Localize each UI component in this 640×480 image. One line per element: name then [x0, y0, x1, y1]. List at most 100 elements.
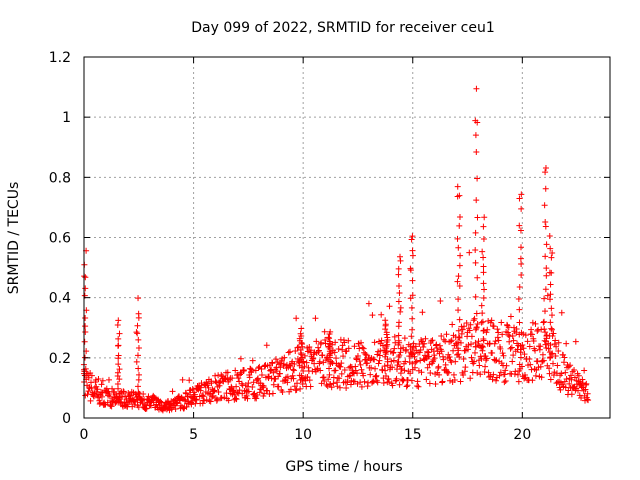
data-point: [403, 383, 410, 390]
data-point: [572, 338, 579, 345]
data-point: [391, 345, 398, 352]
data-point: [552, 337, 559, 344]
data-point: [285, 349, 292, 356]
data-point: [289, 372, 296, 379]
data-point: [376, 357, 383, 364]
data-point: [82, 329, 89, 336]
data-point: [244, 395, 251, 402]
data-point: [546, 332, 553, 339]
data-point: [397, 345, 404, 352]
data-point: [372, 365, 379, 372]
y-tick-label: 0.8: [49, 170, 71, 186]
data-point: [480, 223, 487, 230]
data-point: [95, 375, 102, 382]
data-point: [377, 347, 384, 354]
tick-labels: 0 5 10 15 20 0 0.2 0.4 0.6 0.8 1 1.2: [49, 50, 532, 443]
data-point: [332, 339, 339, 346]
data-point: [514, 371, 521, 378]
data-point: [297, 330, 304, 337]
data-point: [481, 368, 488, 375]
data-point: [554, 362, 561, 369]
data-point: [496, 372, 503, 379]
data-point: [578, 395, 585, 402]
data-point: [472, 117, 479, 124]
data-point: [412, 359, 419, 366]
data-point: [232, 395, 239, 402]
data-point: [135, 344, 142, 351]
data-point: [475, 357, 482, 364]
data-point: [409, 360, 416, 367]
data-point: [522, 332, 529, 339]
data-point: [178, 394, 185, 401]
data-point: [116, 376, 123, 383]
data-point: [547, 291, 554, 298]
data-point: [541, 318, 548, 325]
data-point: [245, 388, 252, 395]
data-point: [455, 334, 462, 341]
data-point: [472, 229, 479, 236]
data-point: [516, 306, 523, 313]
data-point: [584, 390, 591, 397]
data-point: [378, 311, 385, 318]
data-point: [325, 334, 332, 341]
data-point: [395, 358, 402, 365]
data-point: [270, 369, 277, 376]
data-point: [480, 294, 487, 301]
data-point: [456, 353, 463, 360]
data-point: [455, 296, 462, 303]
y-tick-label: 1: [62, 110, 71, 126]
data-point: [352, 367, 359, 374]
data-point: [542, 223, 549, 230]
data-point: [382, 321, 389, 328]
data-point: [549, 326, 556, 333]
data-point: [409, 326, 416, 333]
data-point: [565, 363, 572, 370]
x-axis-label: GPS time / hours: [285, 459, 402, 475]
data-point: [547, 341, 554, 348]
data-point: [82, 323, 89, 330]
data-point: [550, 330, 557, 337]
data-point: [293, 315, 300, 322]
data-point: [424, 348, 431, 355]
data-point: [510, 352, 517, 359]
data-point: [279, 389, 286, 396]
data-point: [402, 358, 409, 365]
data-point: [325, 376, 332, 383]
data-point: [379, 342, 386, 349]
data-point: [544, 292, 551, 299]
data-point: [499, 331, 506, 338]
data-point: [414, 378, 421, 385]
data-point: [494, 326, 501, 333]
data-point: [115, 317, 122, 324]
data-point: [235, 375, 242, 382]
data-point: [426, 380, 433, 387]
data-point: [245, 380, 252, 387]
data-point: [104, 399, 111, 406]
data-point: [255, 375, 262, 382]
data-point: [92, 376, 99, 383]
data-point: [516, 195, 523, 202]
data-point: [404, 377, 411, 384]
data-point: [386, 378, 393, 385]
data-point: [403, 346, 410, 353]
data-point: [179, 376, 186, 383]
data-point: [281, 354, 288, 361]
data-point: [233, 396, 240, 403]
data-point: [358, 366, 365, 373]
data-point: [472, 247, 479, 254]
data-point: [583, 380, 590, 387]
data-point: [503, 362, 510, 369]
data-point: [471, 358, 478, 365]
data-point: [539, 351, 546, 358]
data-point: [232, 367, 239, 374]
data-point: [537, 343, 544, 350]
data-point: [548, 254, 555, 261]
data-point: [301, 363, 308, 370]
data-point: [409, 233, 416, 240]
data-point: [440, 356, 447, 363]
data-point: [548, 269, 555, 276]
data-point: [98, 381, 105, 388]
data-point: [480, 254, 487, 261]
data-point: [361, 378, 368, 385]
data-point: [490, 323, 497, 330]
